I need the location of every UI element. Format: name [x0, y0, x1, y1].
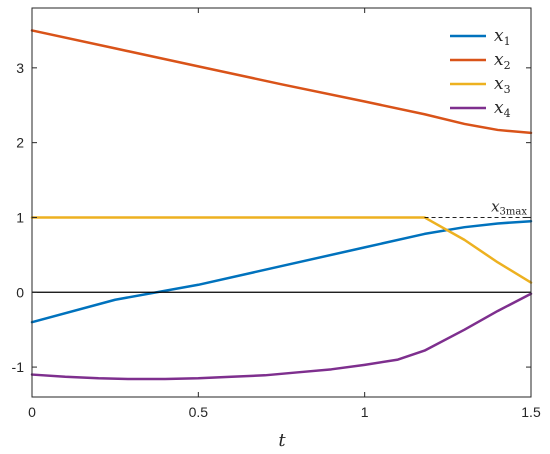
x-ticks: 0 0.5 1 1.5 — [28, 8, 541, 420]
series-line-x1 — [30, 219, 533, 324]
plot-area — [32, 8, 531, 397]
y-tick-label: 0 — [16, 284, 24, 300]
legend-label-x2: x2 — [494, 50, 511, 72]
legend-label-x3: x3 — [494, 74, 511, 96]
legend-label-x1: x1 — [494, 26, 511, 48]
x-axis-label: t — [278, 430, 286, 451]
reference-lines — [32, 217, 531, 293]
series-line-x2 — [30, 29, 533, 135]
y-tick-label: 3 — [16, 60, 24, 76]
x-tick-label: 1 — [361, 404, 369, 420]
legend-label-x4: x4 — [494, 98, 511, 120]
y-tick-label: -1 — [12, 359, 25, 375]
annotations: x3max — [491, 197, 527, 217]
plot-frame — [31, 7, 532, 398]
x-tick-label: 0.5 — [189, 404, 209, 420]
y-tick-label: 1 — [16, 209, 24, 225]
x-tick-label: 0 — [28, 404, 36, 420]
y-tick-label: 2 — [16, 135, 24, 151]
x3max-annotation: x3max — [491, 197, 527, 217]
x-tick-label: 1.5 — [521, 404, 541, 420]
y-ticks: -1 0 1 2 3 — [12, 60, 531, 375]
series-line-x4 — [30, 292, 533, 381]
